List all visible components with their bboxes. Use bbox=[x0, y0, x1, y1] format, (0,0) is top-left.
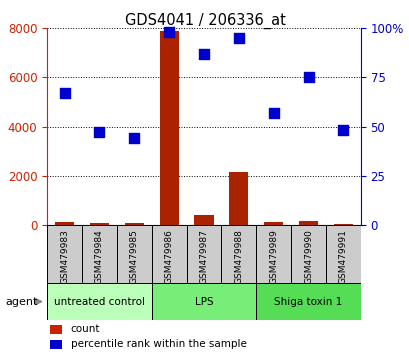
Bar bbox=[82, 225, 117, 283]
Point bbox=[200, 51, 207, 57]
Bar bbox=[151, 283, 256, 320]
Text: count: count bbox=[70, 324, 100, 335]
Bar bbox=[50, 325, 62, 334]
Bar bbox=[47, 283, 151, 320]
Text: GSM479985: GSM479985 bbox=[130, 229, 138, 284]
Bar bbox=[256, 283, 360, 320]
Text: Shiga toxin 1: Shiga toxin 1 bbox=[274, 297, 342, 307]
Bar bbox=[194, 216, 213, 225]
Point bbox=[339, 128, 346, 133]
Text: GDS4041 / 206336_at: GDS4041 / 206336_at bbox=[124, 12, 285, 29]
Bar bbox=[298, 221, 317, 225]
Text: GSM479983: GSM479983 bbox=[60, 229, 69, 284]
Bar bbox=[186, 225, 221, 283]
Text: GSM479987: GSM479987 bbox=[199, 229, 208, 284]
Bar bbox=[50, 339, 62, 349]
Point bbox=[61, 90, 68, 96]
Text: GSM479989: GSM479989 bbox=[269, 229, 277, 284]
Text: untreated control: untreated control bbox=[54, 297, 144, 307]
Bar bbox=[325, 225, 360, 283]
Point bbox=[270, 110, 276, 116]
Point bbox=[166, 29, 172, 35]
Bar bbox=[151, 225, 186, 283]
Text: GSM479990: GSM479990 bbox=[303, 229, 312, 284]
Text: agent: agent bbox=[5, 297, 38, 307]
Bar bbox=[256, 225, 290, 283]
Bar bbox=[47, 225, 82, 283]
Text: GSM479986: GSM479986 bbox=[164, 229, 173, 284]
Bar bbox=[263, 222, 283, 225]
Text: LPS: LPS bbox=[194, 297, 213, 307]
Bar bbox=[90, 223, 109, 225]
Bar bbox=[333, 224, 352, 225]
Text: GSM479984: GSM479984 bbox=[95, 229, 103, 284]
Point bbox=[131, 136, 137, 141]
Text: GSM479991: GSM479991 bbox=[338, 229, 347, 284]
Text: percentile rank within the sample: percentile rank within the sample bbox=[70, 339, 246, 349]
Bar bbox=[290, 225, 325, 283]
Point bbox=[305, 75, 311, 80]
Text: GSM479988: GSM479988 bbox=[234, 229, 243, 284]
Bar bbox=[229, 172, 248, 225]
Bar bbox=[221, 225, 256, 283]
Point bbox=[235, 35, 242, 41]
Bar bbox=[124, 223, 144, 225]
Bar bbox=[117, 225, 151, 283]
Point bbox=[96, 130, 103, 135]
Bar bbox=[159, 31, 178, 225]
Bar bbox=[55, 222, 74, 225]
